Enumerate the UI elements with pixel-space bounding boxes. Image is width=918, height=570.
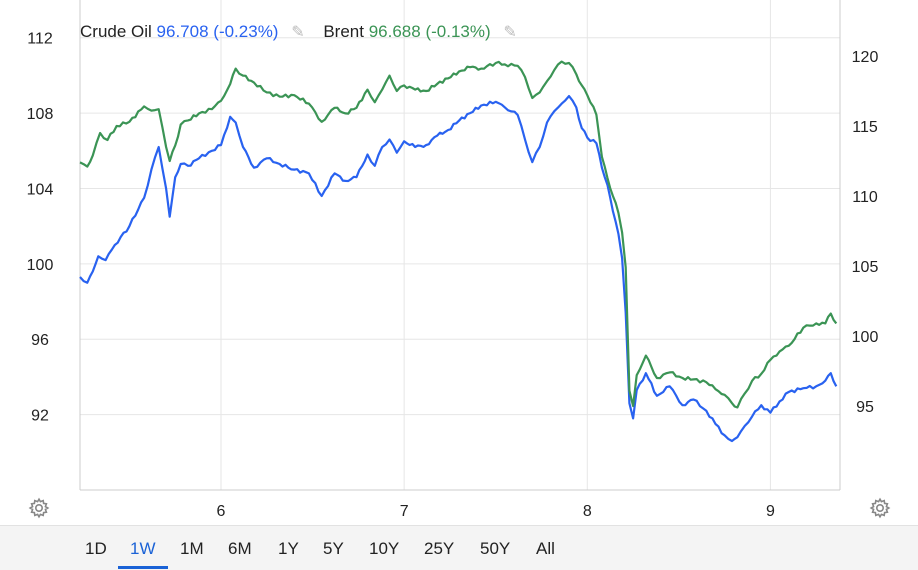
y-left-tick-label: 108 bbox=[27, 106, 54, 123]
legend-crude-value: 96.708 bbox=[156, 22, 209, 41]
x-tick-label: 8 bbox=[583, 503, 592, 520]
range-button-5y[interactable]: 5Y bbox=[320, 536, 347, 562]
legend-brent-name: Brent bbox=[323, 22, 364, 41]
pencil-icon[interactable]: ✎ bbox=[503, 24, 517, 41]
legend-brent-change: (-0.13%) bbox=[425, 22, 491, 41]
series-lines bbox=[79, 60, 838, 443]
axis-lines bbox=[79, 0, 841, 491]
y-right-tick-label: 95 bbox=[856, 399, 874, 416]
range-button-1w[interactable]: 1W bbox=[127, 536, 159, 562]
y-right-tick-label: 100 bbox=[852, 329, 879, 346]
range-button-6m[interactable]: 6M bbox=[225, 536, 255, 562]
y-left-tick-label: 112 bbox=[27, 31, 53, 48]
range-button-1y[interactable]: 1Y bbox=[275, 536, 302, 562]
x-tick-label: 6 bbox=[217, 503, 226, 520]
legend-crude-name: Crude Oil bbox=[80, 22, 152, 41]
range-button-1d[interactable]: 1D bbox=[82, 536, 110, 562]
crude-oil-series-line bbox=[79, 95, 838, 443]
range-button-50y[interactable]: 50Y bbox=[477, 536, 513, 562]
range-button-all[interactable]: All bbox=[533, 536, 558, 562]
y-right-tick-label: 115 bbox=[852, 119, 878, 136]
y-left-tick-label: 100 bbox=[27, 257, 54, 274]
y-right-tick-label: 105 bbox=[852, 259, 879, 276]
x-tick-label: 9 bbox=[766, 503, 775, 520]
brent-series-line bbox=[79, 60, 838, 409]
y-right-tick-label: 120 bbox=[852, 49, 879, 66]
x-tick-label: 7 bbox=[400, 503, 409, 520]
time-range-bar: 1D 1W 1M 6M 1Y 5Y 10Y 25Y 50Y All bbox=[0, 525, 918, 570]
grid-lines bbox=[80, 0, 840, 490]
pencil-icon[interactable]: ✎ bbox=[291, 24, 305, 41]
range-button-25y[interactable]: 25Y bbox=[421, 536, 457, 562]
y-left-tick-label: 96 bbox=[31, 332, 49, 349]
y-left-tick-label: 104 bbox=[27, 181, 54, 198]
chart-legend: Crude Oil 96.708 (-0.23%) ✎ Brent 96.688… bbox=[80, 22, 531, 42]
chart-plot: 92 96 100 104 108 112 95 100 105 110 115 120 6 7 8 9 bbox=[27, 0, 879, 520]
active-range-indicator bbox=[118, 566, 168, 569]
gear-icon[interactable] bbox=[868, 496, 892, 520]
tick-labels: 92 96 100 104 108 112 95 100 105 110 115 120 6 7 8 9 bbox=[27, 31, 879, 520]
range-button-1m[interactable]: 1M bbox=[177, 536, 207, 562]
y-left-tick-label: 92 bbox=[31, 408, 49, 425]
legend-crude-change: (-0.23%) bbox=[213, 22, 279, 41]
legend-brent-value: 96.688 bbox=[368, 22, 421, 41]
range-button-10y[interactable]: 10Y bbox=[366, 536, 402, 562]
y-right-tick-label: 110 bbox=[852, 189, 878, 206]
gear-icon[interactable] bbox=[27, 496, 51, 520]
